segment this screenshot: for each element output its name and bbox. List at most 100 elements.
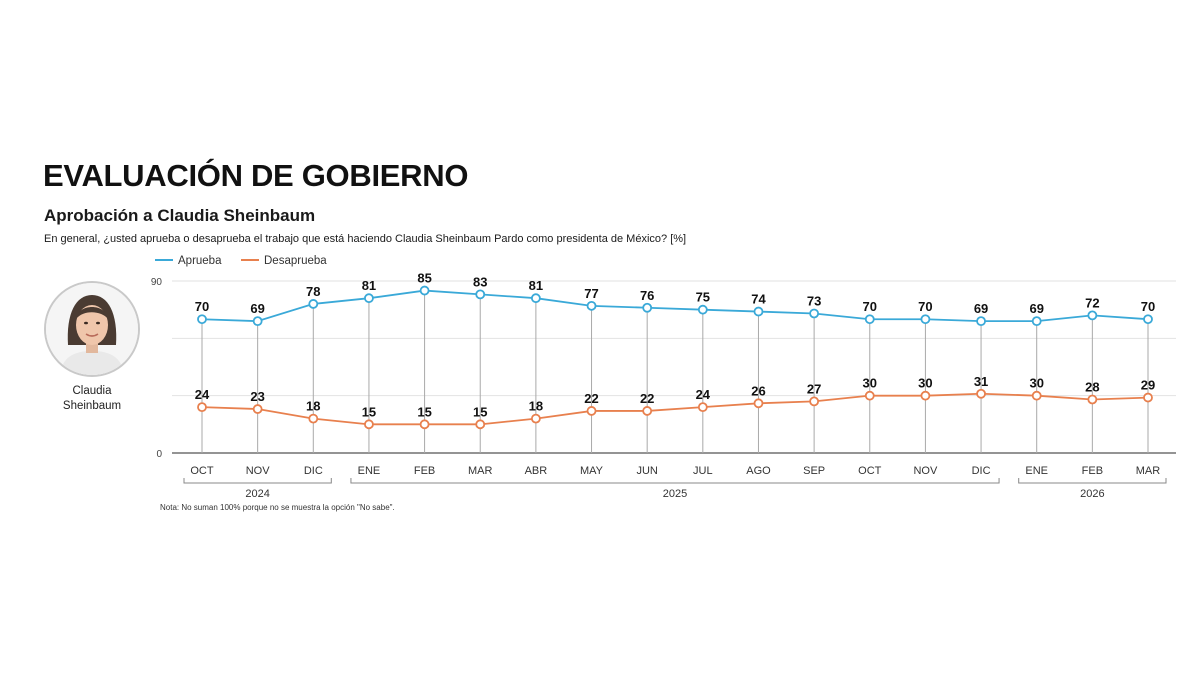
data-label: 29 (1141, 378, 1155, 393)
data-point-desaprueba (864, 390, 875, 401)
data-point-aprueba (976, 316, 986, 327)
x-tick-label: NOV (246, 465, 271, 477)
page-title: EVALUACIÓN DE GOBIERNO (43, 158, 469, 193)
avatar (44, 281, 140, 377)
y-tick-label: 0 (156, 449, 162, 460)
data-point-desaprueba (642, 406, 653, 416)
data-label: 70 (195, 299, 209, 314)
year-label-2026: 2026 (1080, 488, 1104, 500)
data-label: 24 (696, 387, 711, 402)
series-line-desaprueba (201, 392, 1149, 426)
data-point-desaprueba (920, 390, 931, 401)
data-point-aprueba (197, 314, 207, 325)
data-point-aprueba (1143, 314, 1153, 325)
data-point-desaprueba (252, 404, 263, 414)
data-point-aprueba (419, 285, 430, 296)
data-label: 73 (807, 293, 821, 308)
y-tick-label: 90 (151, 277, 163, 288)
x-tick-label: AGO (746, 465, 771, 477)
data-label: 83 (473, 274, 487, 289)
data-label: 26 (751, 383, 765, 398)
person-name: Claudia Sheinbaum (52, 384, 132, 414)
x-tick-label: OCT (858, 465, 882, 477)
data-label: 15 (417, 404, 431, 419)
year-bracket-2024 (183, 478, 332, 484)
data-label: 75 (696, 290, 710, 305)
data-label: 24 (195, 387, 210, 402)
year-label-2025: 2025 (663, 488, 687, 500)
year-label-2024: 2024 (245, 488, 269, 500)
data-label: 81 (362, 278, 376, 293)
x-tick-label: DIC (304, 465, 323, 477)
data-point-desaprueba (308, 413, 319, 424)
data-point-aprueba (1087, 310, 1098, 321)
data-point-desaprueba (419, 419, 430, 430)
data-label: 15 (362, 404, 376, 419)
data-label: 69 (974, 301, 988, 316)
data-label: 28 (1085, 379, 1099, 394)
data-point-aprueba (642, 302, 653, 313)
x-tick-label: JUL (693, 465, 713, 477)
x-tick-label: ABR (525, 465, 548, 477)
x-tick-label: NOV (913, 465, 938, 477)
data-label: 74 (751, 292, 766, 307)
x-tick-label: MAY (580, 465, 604, 477)
data-label: 70 (1141, 299, 1155, 314)
data-point-aprueba (920, 314, 931, 325)
data-point-aprueba (809, 308, 820, 319)
data-point-aprueba (1031, 316, 1042, 327)
person-portrait-icon (46, 283, 138, 375)
data-label: 81 (529, 278, 543, 293)
data-point-desaprueba (530, 413, 541, 424)
data-point-aprueba (753, 306, 764, 317)
series-line-aprueba (201, 289, 1149, 323)
data-point-aprueba (530, 293, 541, 304)
x-tick-label: MAR (1136, 465, 1161, 477)
person-name-last: Sheinbaum (62, 400, 122, 412)
chart-subtitle: Aprobación a Claudia Sheinbaum (44, 206, 316, 225)
legend-label-aprueba: Aprueba (178, 255, 222, 267)
x-tick-label: ENE (1025, 465, 1048, 477)
data-point-desaprueba (1087, 394, 1098, 405)
data-label: 18 (529, 399, 543, 414)
data-label: 72 (1085, 295, 1099, 310)
data-label: 18 (306, 399, 320, 414)
data-point-desaprueba (197, 402, 207, 413)
data-point-aprueba (586, 300, 597, 311)
data-point-desaprueba (753, 398, 764, 409)
data-label: 27 (807, 381, 821, 396)
data-point-desaprueba (809, 396, 820, 407)
data-point-desaprueba (697, 402, 708, 413)
data-point-aprueba (308, 299, 319, 309)
data-label: 78 (306, 284, 320, 299)
data-label: 76 (640, 288, 654, 303)
data-point-aprueba (364, 293, 374, 304)
survey-question: En general, ¿usted aprueba o desaprueba … (44, 233, 687, 245)
data-label: 31 (974, 374, 988, 389)
data-point-desaprueba (475, 419, 486, 430)
data-label: 15 (473, 404, 487, 419)
chart-note: Nota: No suman 100% porque no se muestra… (160, 503, 395, 512)
x-tick-label: JUN (636, 465, 657, 477)
x-tick-label: ENE (358, 465, 381, 477)
data-point-desaprueba (586, 406, 597, 416)
data-label: 22 (584, 391, 598, 406)
data-label: 23 (250, 389, 264, 404)
data-point-desaprueba (1143, 392, 1153, 403)
x-tick-label: DIC (972, 465, 991, 477)
data-point-aprueba (697, 304, 708, 315)
data-label: 30 (1029, 376, 1043, 391)
x-tick-label: FEB (1082, 465, 1103, 477)
data-label: 30 (918, 376, 932, 391)
x-tick-label: OCT (190, 465, 214, 477)
data-point-aprueba (252, 316, 263, 327)
data-point-aprueba (864, 314, 875, 325)
x-tick-label: SEP (803, 465, 825, 477)
data-label: 30 (863, 376, 877, 391)
year-bracket-2026 (1018, 478, 1167, 484)
data-label: 70 (918, 299, 932, 314)
data-label: 77 (584, 286, 598, 301)
legend-label-desaprueba: Desaprueba (264, 255, 327, 267)
data-label: 70 (863, 299, 877, 314)
